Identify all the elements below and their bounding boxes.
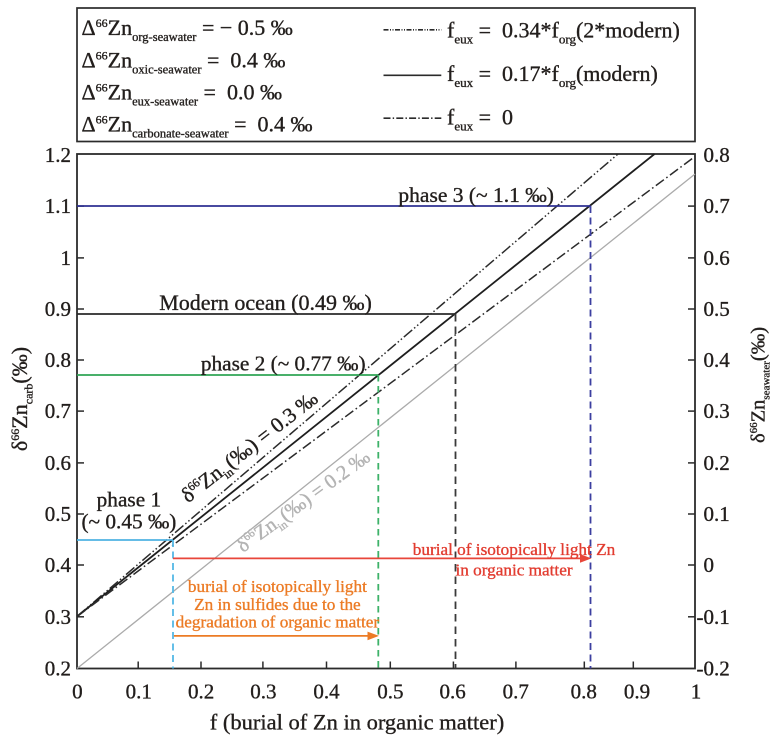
svg-text:0.2: 0.2	[45, 657, 71, 681]
svg-text:0.5: 0.5	[377, 680, 403, 704]
svg-text:0.6: 0.6	[439, 680, 465, 704]
svg-text:1: 1	[691, 680, 702, 704]
svg-text:(~ 0.45 ‰): (~ 0.45 ‰)	[81, 509, 176, 533]
svg-text:1.2: 1.2	[45, 143, 71, 167]
svg-text:0.9: 0.9	[45, 297, 71, 321]
svg-text:burial of isotopically light: burial of isotopically light	[188, 577, 367, 596]
svg-text:0.4: 0.4	[45, 553, 72, 577]
svg-text:Zn in sulfides due to the: Zn in sulfides due to the	[194, 595, 361, 614]
svg-text:1.1: 1.1	[45, 194, 71, 218]
svg-text:in organic matter: in organic matter	[455, 561, 572, 580]
svg-text:0.6: 0.6	[45, 451, 71, 475]
svg-text:0.7: 0.7	[503, 680, 529, 704]
svg-text:-0.1: -0.1	[697, 605, 730, 629]
svg-text:phase 1: phase 1	[97, 488, 161, 512]
svg-text:0.5: 0.5	[704, 297, 730, 321]
svg-text:f (burial of Zn in organic mat: f (burial of Zn in organic matter)	[210, 710, 504, 735]
svg-text:Modern ocean (0.49 ‰): Modern ocean (0.49 ‰)	[159, 290, 372, 315]
svg-text:0.3: 0.3	[704, 399, 730, 423]
svg-text:feux = 0: feux = 0	[447, 105, 513, 134]
svg-text:0.3: 0.3	[45, 605, 71, 629]
svg-text:phase 3 (~ 1.1 ‰): phase 3 (~ 1.1 ‰)	[398, 183, 554, 207]
svg-text:feux = 0.17*forg(modern): feux = 0.17*forg(modern)	[447, 61, 658, 90]
svg-text:0.9: 0.9	[624, 680, 650, 704]
svg-text:0.4: 0.4	[704, 348, 731, 372]
svg-text:0: 0	[72, 680, 83, 704]
svg-text:0.2: 0.2	[704, 451, 730, 475]
svg-text:feux = 0.34*forg(2*modern): feux = 0.34*forg(2*modern)	[447, 18, 680, 47]
svg-text:0.3: 0.3	[250, 680, 276, 704]
svg-text:Δ66Zncarbonate-seawater = 0.4: Δ66Zncarbonate-seawater = 0.4 ‰	[82, 112, 313, 141]
svg-text:-0.2: -0.2	[697, 657, 730, 681]
svg-text:degradation of organic matter: degradation of organic matter	[176, 613, 380, 632]
svg-text:0.7: 0.7	[45, 399, 71, 423]
svg-text:0.1: 0.1	[704, 502, 730, 526]
svg-text:0: 0	[704, 553, 715, 577]
svg-text:0.4: 0.4	[313, 680, 340, 704]
svg-text:0.8: 0.8	[704, 143, 730, 167]
svg-text:0.5: 0.5	[45, 502, 71, 526]
svg-text:1: 1	[61, 246, 72, 270]
svg-text:phase 2 (~ 0.77 ‰): phase 2 (~ 0.77 ‰)	[201, 352, 366, 376]
svg-text:burial of isotopically light Z: burial of isotopically light Zn	[413, 540, 616, 559]
svg-text:0.1: 0.1	[126, 680, 152, 704]
svg-text:0.8: 0.8	[45, 348, 71, 372]
svg-text:0.7: 0.7	[704, 194, 730, 218]
svg-text:Δ66Zneux-seawater = 0.0 ‰: Δ66Zneux-seawater = 0.0 ‰	[82, 79, 282, 108]
svg-text:0.8: 0.8	[571, 680, 597, 704]
svg-text:0.2: 0.2	[188, 680, 214, 704]
svg-text:0.6: 0.6	[704, 246, 730, 270]
